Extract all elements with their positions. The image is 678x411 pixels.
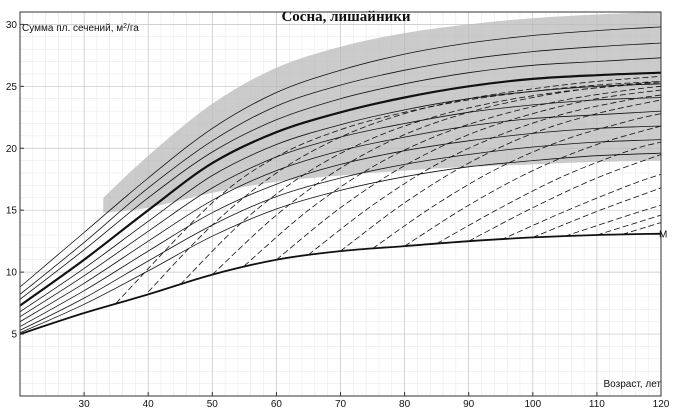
- series-line-thin-9: [19, 139, 662, 331]
- series-line-thin-10: [19, 152, 662, 334]
- curve-m-label: M: [659, 230, 667, 241]
- x-tick-label: 60: [271, 399, 283, 410]
- series-line-dashed-13: [180, 82, 662, 285]
- x-tick-label: 70: [335, 399, 347, 410]
- x-tick-label: 50: [207, 399, 219, 410]
- x-tick-label: 30: [79, 399, 91, 410]
- series-line-thin-2: [19, 26, 662, 288]
- x-tick-label: 80: [399, 399, 411, 410]
- series-line-dashed-17: [308, 94, 662, 256]
- y-tick-label: 20: [6, 144, 18, 155]
- y-axis-label: Сумма пл. сечений, м2/га: [22, 23, 139, 35]
- x-tick-label: 100: [524, 399, 541, 410]
- y-axis-label-main: Сумма пл. сечений, м: [22, 23, 123, 34]
- series-line-dashed-21: [436, 141, 662, 244]
- series-line-dashed-18: [340, 99, 662, 252]
- tick-labels: 30 40 50 60 70 80 90 100 110 120 5 10 15 20 25 30: [6, 20, 670, 410]
- y-tick-label: 30: [6, 20, 18, 31]
- series-line-thin-4: [19, 57, 662, 300]
- chart-title: Сосна, лишайники: [281, 9, 410, 25]
- series-line-M-1: [19, 232, 662, 335]
- series-line-dashed-11: [115, 81, 662, 304]
- series-line-thick-0: [19, 71, 662, 307]
- x-tick-label: 110: [589, 399, 605, 410]
- series-line-dashed-22: [468, 154, 662, 242]
- series-line-dashed-23: [500, 173, 662, 241]
- series-line-dashed-12: [147, 76, 662, 293]
- shaded-band-area: [103, 12, 662, 213]
- series-line-thin-6: [19, 97, 662, 318]
- y-axis-label-tail: /га: [127, 23, 139, 34]
- y-tick-label: 10: [6, 268, 18, 279]
- shaded-band: [103, 12, 662, 213]
- series-line-dashed-16: [276, 89, 662, 261]
- y-axis-label-sup: 2: [123, 23, 127, 30]
- y-tick-label: 25: [6, 82, 18, 93]
- series-line-dashed-24: [532, 187, 662, 238]
- y-tick-label: 15: [6, 206, 18, 217]
- series-line-dashed-19: [372, 113, 662, 249]
- series-line-thin-3: [19, 42, 662, 295]
- series-line-dashed-25: [564, 204, 662, 237]
- series-line-thin-7: [19, 110, 662, 323]
- x-tick-label: 40: [143, 399, 155, 410]
- series-line-thin-8: [19, 125, 662, 327]
- x-axis-label: Возраст, лет: [604, 379, 662, 390]
- series-line-dashed-20: [404, 125, 662, 247]
- series-line-thin-5: [19, 83, 662, 313]
- x-tick-label: 120: [653, 399, 670, 410]
- x-tick-label: 90: [463, 399, 475, 410]
- series-layer: [19, 26, 662, 335]
- y-tick-label: 5: [11, 330, 17, 341]
- series-line-dashed-26: [596, 214, 662, 236]
- series-line-dashed-15: [244, 85, 662, 267]
